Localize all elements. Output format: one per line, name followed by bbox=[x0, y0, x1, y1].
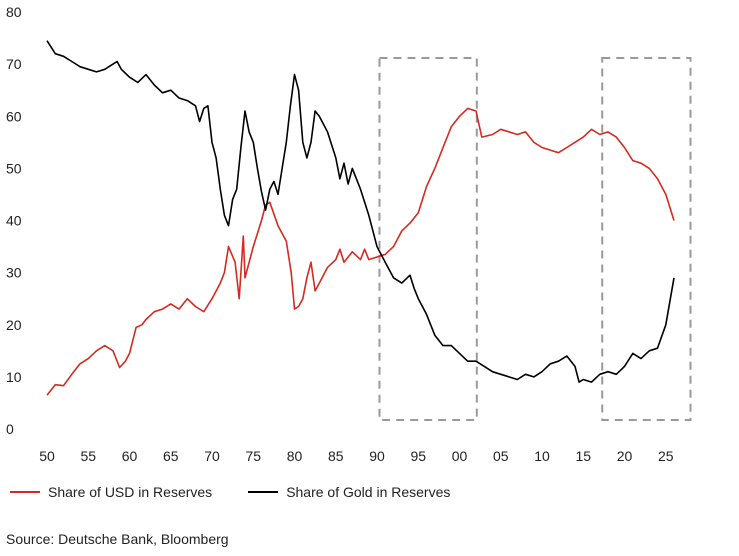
legend-item-usd: Share of USD in Reserves bbox=[10, 484, 212, 500]
y-tick-label: 50 bbox=[6, 160, 22, 176]
series-lines bbox=[46, 40, 675, 396]
y-tick-label: 20 bbox=[6, 317, 22, 333]
y-tick-label: 30 bbox=[6, 265, 22, 281]
x-tick-label: 90 bbox=[369, 448, 385, 464]
x-tick-label: 65 bbox=[163, 448, 179, 464]
x-tick-label: 20 bbox=[617, 448, 633, 464]
highlight-boxes bbox=[378, 57, 692, 421]
y-tick-label: 40 bbox=[6, 213, 22, 229]
source-note: Source: Deutsche Bank, Bloomberg bbox=[6, 531, 229, 547]
x-tick-label: 05 bbox=[493, 448, 509, 464]
x-tick-label: 60 bbox=[122, 448, 138, 464]
y-axis-ticks: 0 10 20 30 40 50 60 70 80 bbox=[6, 4, 22, 437]
y-tick-label: 0 bbox=[6, 421, 14, 437]
x-tick-label: 95 bbox=[410, 448, 426, 464]
legend-item-gold: Share of Gold in Reserves bbox=[248, 484, 450, 500]
x-tick-label: 75 bbox=[245, 448, 261, 464]
legend-label-usd: Share of USD in Reserves bbox=[48, 484, 213, 500]
x-tick-label: 10 bbox=[534, 448, 550, 464]
legend-swatch-usd bbox=[10, 491, 40, 493]
line-chart: 0 10 20 30 40 50 60 70 80 50 55 60 65 70 75 80 85 90 95 00… bbox=[6, 4, 692, 464]
x-tick-label: 55 bbox=[80, 448, 96, 464]
legend: Share of USD in Reserves Share of Gold i… bbox=[10, 484, 486, 500]
y-tick-label: 80 bbox=[6, 4, 22, 20]
x-axis-ticks: 50 55 60 65 70 75 80 85 90 95 00 05 10 15 20 25 bbox=[39, 448, 674, 464]
legend-swatch-gold bbox=[248, 491, 279, 493]
x-tick-label: 00 bbox=[452, 448, 468, 464]
highlight-box bbox=[378, 57, 478, 421]
x-tick-label: 25 bbox=[658, 448, 674, 464]
y-tick-label: 70 bbox=[6, 56, 22, 72]
highlight-box bbox=[601, 57, 692, 421]
legend-label-gold: Share of Gold in Reserves bbox=[286, 484, 451, 500]
y-tick-label: 10 bbox=[6, 369, 22, 385]
series-line-usd bbox=[46, 107, 675, 396]
x-tick-label: 70 bbox=[204, 448, 220, 464]
x-tick-label: 85 bbox=[328, 448, 344, 464]
y-tick-label: 60 bbox=[6, 108, 22, 124]
x-tick-label: 15 bbox=[575, 448, 591, 464]
x-tick-label: 80 bbox=[287, 448, 303, 464]
x-tick-label: 50 bbox=[39, 448, 55, 464]
series-line-gold bbox=[46, 40, 675, 383]
